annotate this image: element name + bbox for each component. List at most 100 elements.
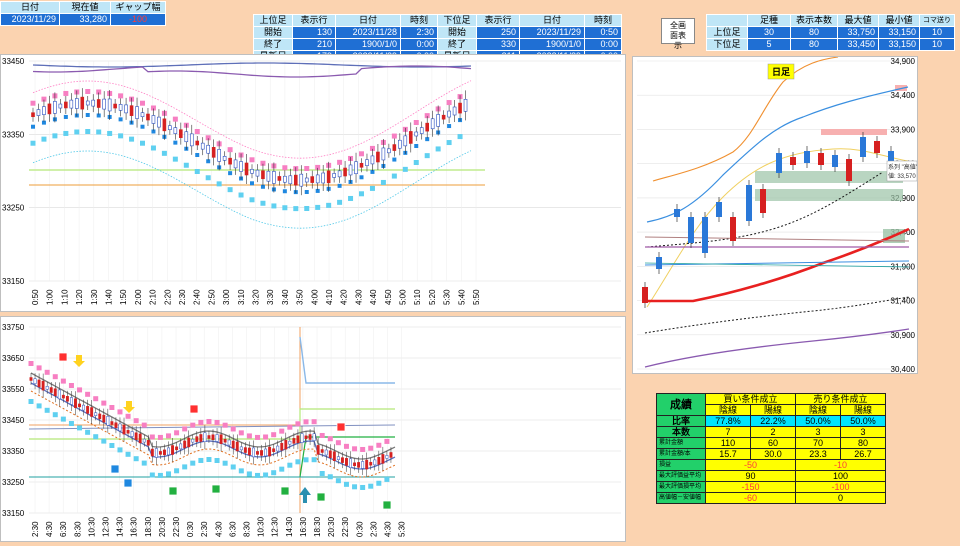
support-marker xyxy=(41,136,47,142)
tick-label: 33150 xyxy=(2,509,25,518)
candle-body xyxy=(179,129,183,138)
support-marker xyxy=(315,204,321,210)
tick-label: 33,900 xyxy=(891,125,916,134)
candle-body xyxy=(102,98,106,110)
cell[interactable]: 10 xyxy=(919,26,955,39)
support-marker xyxy=(335,478,341,484)
support-marker xyxy=(149,472,155,478)
support-marker xyxy=(435,146,441,152)
row-label: 上位足 xyxy=(706,26,748,39)
candle-body xyxy=(804,151,810,163)
buy-signal-icon xyxy=(316,492,326,502)
candle-body xyxy=(381,454,385,464)
tick-label: 30,900 xyxy=(891,331,916,340)
results-row: 比率 77.8% 22.2% 50.0% 50.0% xyxy=(656,415,886,427)
resistance-marker xyxy=(376,442,382,448)
cell[interactable]: 80 xyxy=(790,26,838,39)
candle-body xyxy=(320,449,324,453)
candle-body xyxy=(832,155,838,167)
candle-body xyxy=(326,170,331,184)
resistance-marker xyxy=(391,133,397,139)
candle-body xyxy=(211,434,215,441)
candle-body xyxy=(354,161,358,175)
ma-line xyxy=(644,328,910,368)
candle-body xyxy=(173,127,178,134)
support-marker xyxy=(457,134,463,140)
cell[interactable]: 250 xyxy=(476,26,520,39)
candle-body xyxy=(57,389,61,400)
candle-body xyxy=(129,105,134,116)
tick-label: 16:30 xyxy=(130,516,139,537)
candle-body xyxy=(373,459,377,466)
trend-marker xyxy=(425,137,430,142)
support-marker xyxy=(295,459,301,465)
tick-label: 16:30 xyxy=(299,516,308,537)
cell: 3 xyxy=(840,426,886,438)
candle-body xyxy=(304,435,308,440)
support-marker xyxy=(369,185,375,191)
cell: 1900/1/0 xyxy=(519,38,585,51)
resistance-marker xyxy=(214,419,220,425)
candle-body xyxy=(874,141,880,153)
resistance-marker xyxy=(28,361,34,366)
resistance-marker xyxy=(413,120,419,125)
row-label: 開始 xyxy=(253,26,293,39)
candle-body xyxy=(656,257,662,269)
tick-label: 2:20 xyxy=(163,289,172,305)
candle-body xyxy=(408,131,413,144)
cell: -150 xyxy=(705,481,796,493)
resistance-marker xyxy=(190,422,196,428)
cell[interactable]: 5 xyxy=(747,38,791,51)
cell[interactable]: 130 xyxy=(292,26,336,39)
cell[interactable]: 80 xyxy=(790,38,838,51)
cell[interactable]: 10 xyxy=(919,38,955,51)
tick-label: 2:30 xyxy=(369,521,378,537)
cell: 15.7 xyxy=(705,448,751,460)
bar-type-header: 足種 xyxy=(747,14,791,27)
tick-label: 1:10 xyxy=(60,289,69,305)
candle-body xyxy=(332,173,336,178)
tick-label: 12:30 xyxy=(102,516,111,537)
resistance-marker xyxy=(205,135,211,141)
support-marker xyxy=(63,130,69,136)
trend-marker xyxy=(260,184,265,189)
row-label: 最大評価損平均 xyxy=(656,481,706,493)
trend-marker xyxy=(337,183,342,188)
candle-body xyxy=(247,447,251,456)
candle-body xyxy=(151,115,156,124)
cell: 26.7 xyxy=(840,448,886,460)
candle-body xyxy=(365,459,369,470)
candle-body xyxy=(124,104,128,114)
resistance-marker xyxy=(303,419,309,425)
cell[interactable]: 30 xyxy=(747,26,791,39)
cell: 33,750 xyxy=(837,26,879,39)
resistance-marker xyxy=(343,443,349,449)
candle-body xyxy=(760,189,766,213)
exit-signal-icon xyxy=(110,464,120,474)
candle-body xyxy=(332,451,336,461)
tick-label: 3:00 xyxy=(222,289,231,305)
candle-body xyxy=(430,118,435,130)
results-row: 累計金額/本 15.7 30.0 23.3 26.7 xyxy=(656,448,886,460)
candle-body xyxy=(37,379,41,388)
tick-label: 34,900 xyxy=(891,57,916,66)
upper-time-header: 時刻 xyxy=(400,14,438,27)
support-marker xyxy=(327,474,333,480)
sub-header: 陰線 xyxy=(705,404,751,416)
fullscreen-button[interactable]: 全画面表示 xyxy=(661,18,695,50)
candle-body xyxy=(447,110,451,118)
sub-header: 陰線 xyxy=(795,404,841,416)
cell[interactable]: 330 xyxy=(476,38,520,51)
cell[interactable]: 210 xyxy=(292,38,336,51)
support-marker xyxy=(194,169,200,174)
cell: 1900/1/0 xyxy=(335,38,401,51)
resistance-marker xyxy=(68,383,74,388)
tick-label: 5:50 xyxy=(472,289,481,305)
candle-body xyxy=(228,157,232,165)
resistance-marker xyxy=(352,446,358,452)
support-marker xyxy=(384,476,390,482)
support-marker xyxy=(260,200,266,206)
candle-body xyxy=(69,99,74,109)
daily-chart: 34,90034,40033,90033,40032,90032,40031,9… xyxy=(632,56,939,374)
candle-body xyxy=(107,98,112,112)
